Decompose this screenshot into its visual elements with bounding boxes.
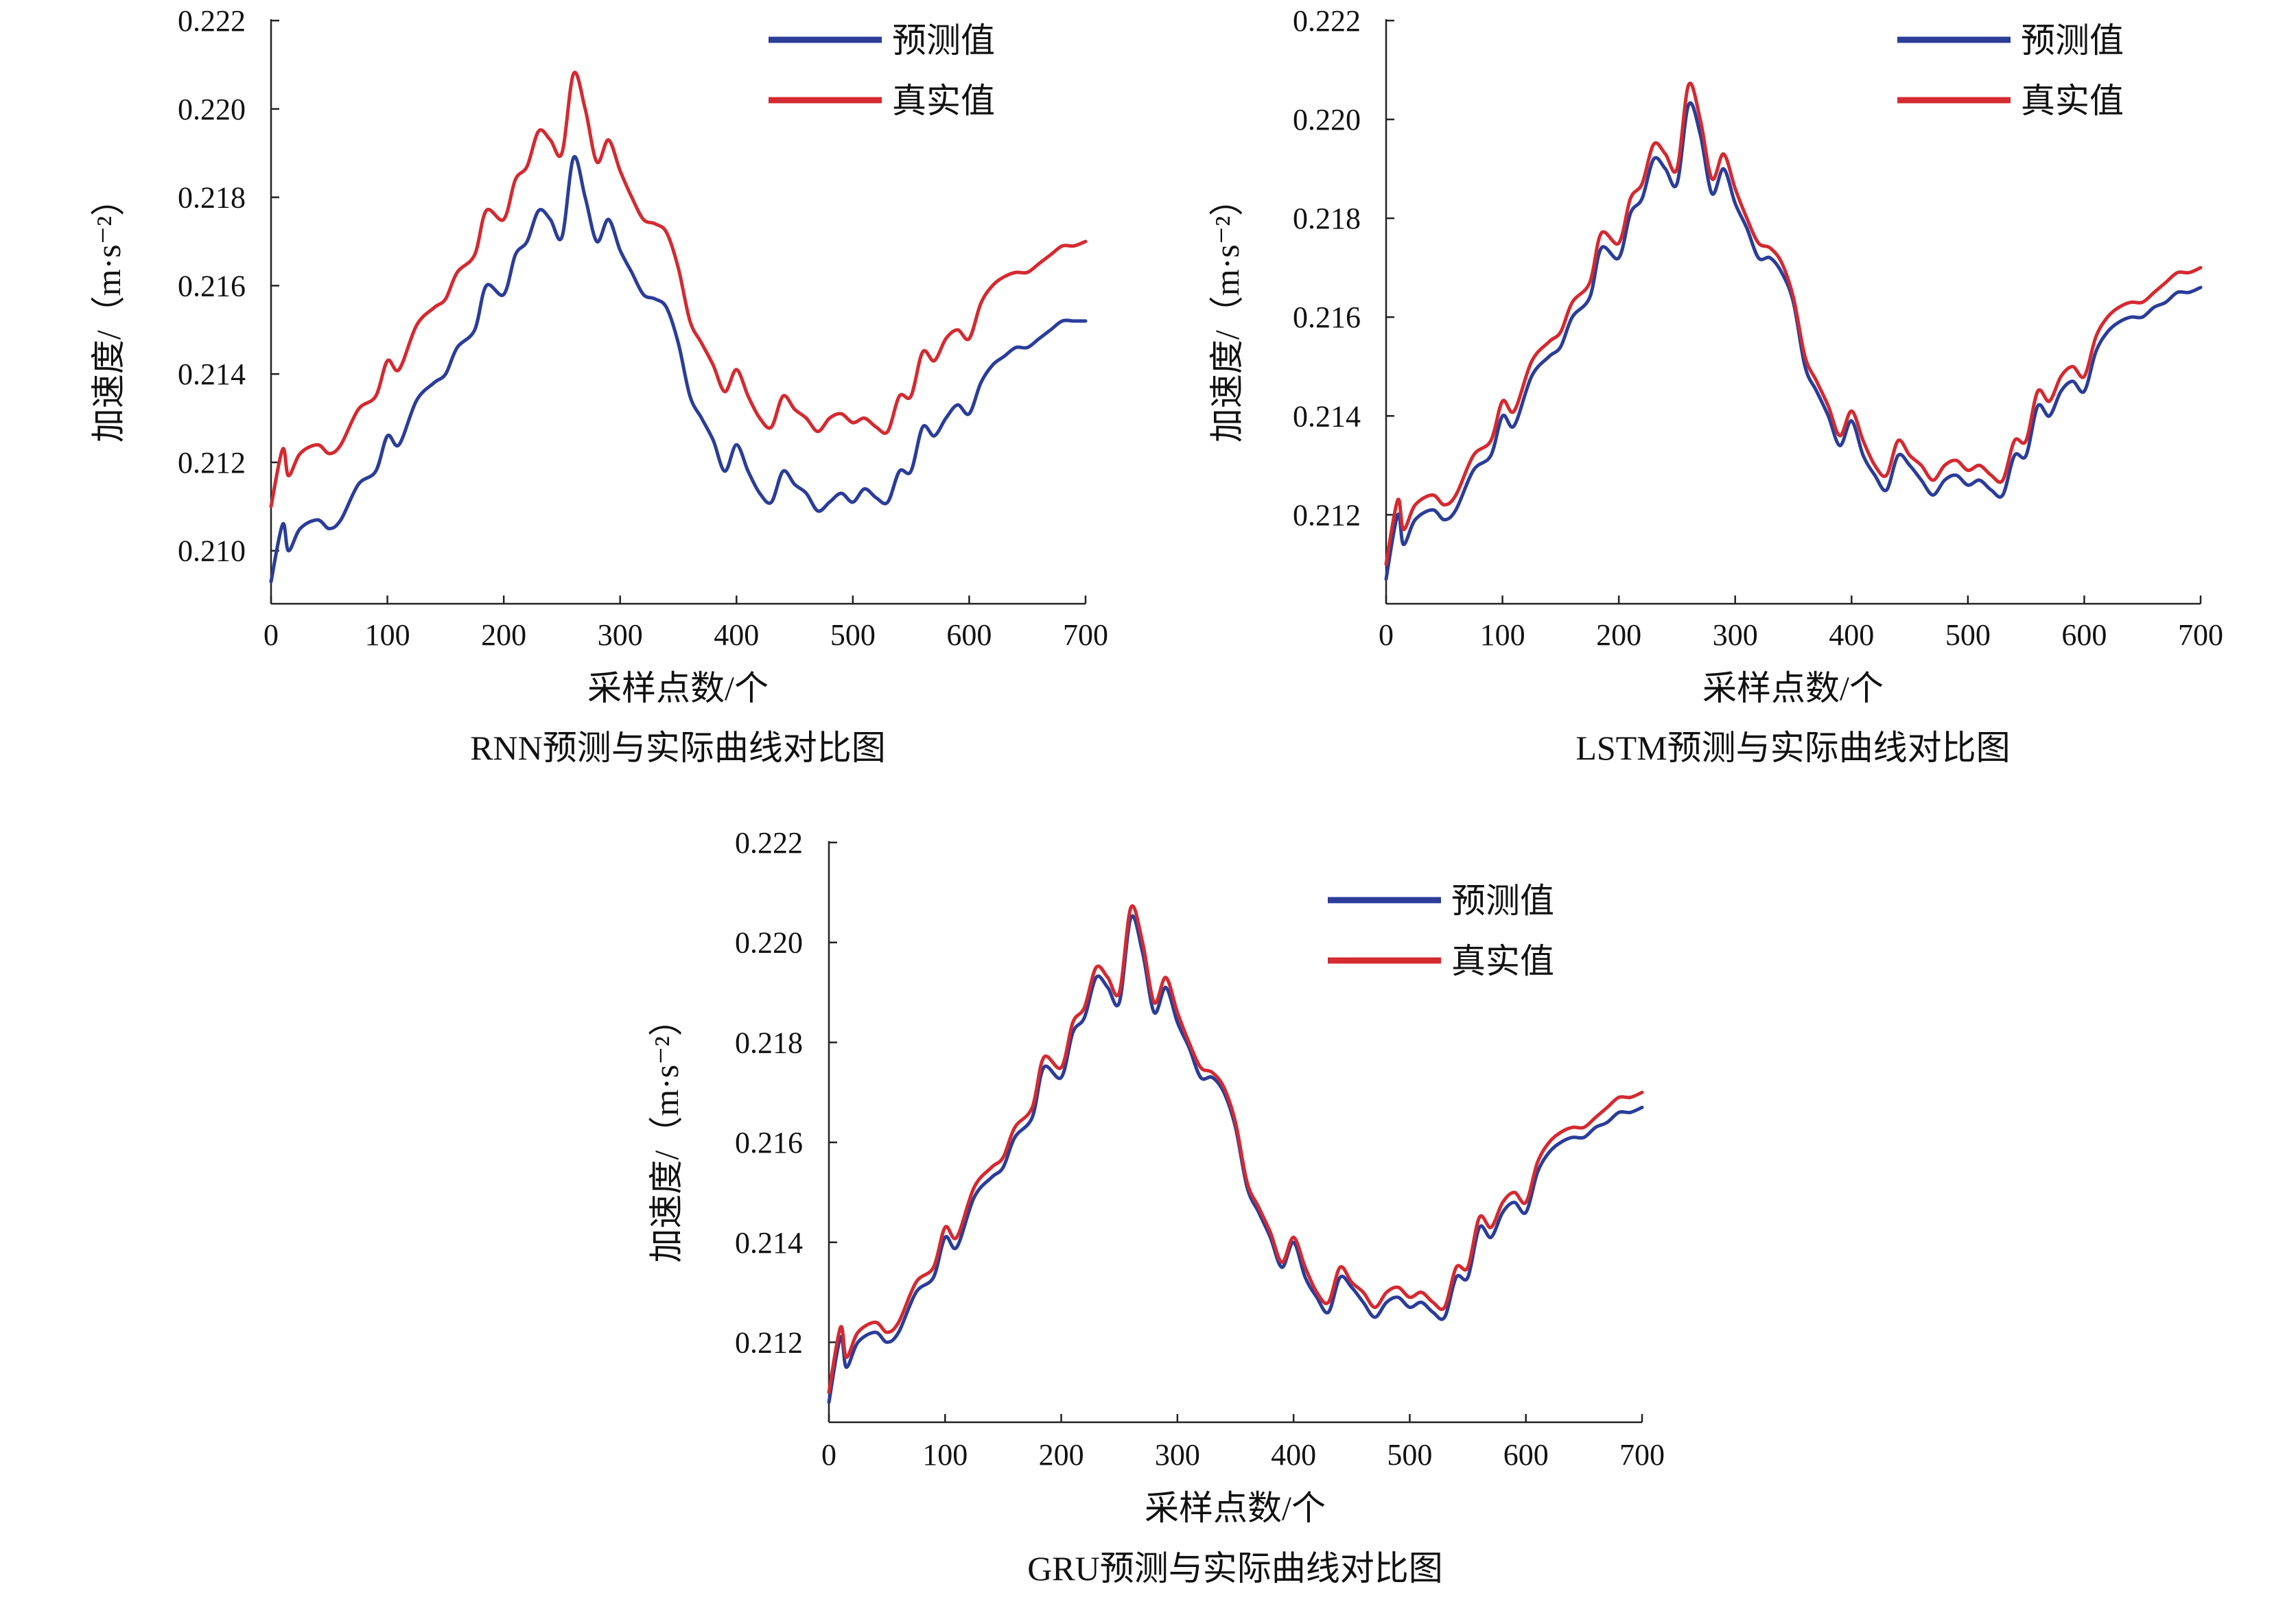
- y-tick-label: 0.210: [178, 534, 246, 568]
- y-tick-label: 0.214: [178, 357, 246, 391]
- x-tick-label: 300: [1713, 618, 1758, 652]
- legend-label-predicted: 预测值: [892, 21, 995, 60]
- x-tick-label: 300: [598, 618, 643, 652]
- y-tick-label: 0.218: [1293, 202, 1361, 235]
- y-tick-label: 0.218: [178, 181, 246, 215]
- series-line-actual: [1384, 81, 2203, 566]
- legend-label-actual: 真实值: [1451, 942, 1554, 980]
- chart-panel-2: 0 100 200 300 400 500 600 700 0.212 0.214 0.216 0.2…: [647, 826, 1665, 1588]
- x-tick-label: 700: [1063, 618, 1108, 652]
- chart-caption: LSTM预测与实际曲线对比图: [1575, 729, 2010, 767]
- x-tick-label: 600: [2061, 618, 2107, 652]
- x-tick-label: 600: [1503, 1438, 1549, 1472]
- x-tick-label: 400: [1829, 618, 1874, 652]
- chart-panel-0: 0 100 200 300 400 500 600 700 0.210 0.212 0.214 0.2…: [89, 4, 1108, 767]
- series-line-predicted: [827, 914, 1644, 1404]
- y-tick-label: 0.216: [178, 269, 246, 303]
- y-tick-label: 0.214: [735, 1226, 803, 1260]
- x-tick-label: 300: [1155, 1438, 1200, 1472]
- x-tick-label: 400: [714, 618, 759, 652]
- y-tick-label: 0.220: [735, 926, 803, 960]
- x-tick-label: 0: [821, 1438, 836, 1472]
- chart-caption: GRU预测与实际曲线对比图: [1027, 1549, 1443, 1588]
- legend-label-actual: 真实值: [2021, 82, 2124, 120]
- y-axis-title: 加速度/（m·s⁻²）: [89, 182, 128, 443]
- y-tick-label: 0.212: [178, 446, 246, 480]
- chart-panel-1: 0 100 200 300 400 500 600 700 0.212 0.214 0.216 0.2…: [1208, 4, 2223, 767]
- x-tick-label: 0: [1379, 618, 1394, 652]
- x-tick-label: 500: [1387, 1438, 1432, 1472]
- x-tick-label: 100: [922, 1438, 968, 1472]
- y-axis-title: 加速度/（m·s⁻²）: [1208, 182, 1246, 443]
- x-tick-label: 200: [1596, 618, 1641, 652]
- x-axis-title: 采样点数/个: [587, 669, 769, 707]
- x-axis-title: 采样点数/个: [1145, 1489, 1326, 1527]
- x-tick-label: 100: [365, 618, 410, 652]
- legend-label-predicted: 预测值: [2021, 21, 2124, 60]
- y-tick-label: 0.222: [1293, 4, 1361, 38]
- y-tick-label: 0.216: [1293, 301, 1361, 334]
- x-tick-label: 200: [481, 618, 526, 652]
- y-tick-label: 0.214: [1293, 399, 1361, 433]
- x-tick-label: 700: [2178, 618, 2223, 652]
- x-tick-label: 100: [1480, 618, 1525, 652]
- y-tick-label: 0.218: [735, 1026, 803, 1059]
- series-line-predicted: [1384, 101, 2203, 581]
- y-axis-title: 加速度/（m·s⁻²）: [647, 1002, 686, 1262]
- x-tick-label: 700: [1619, 1438, 1665, 1472]
- y-tick-label: 0.212: [1293, 498, 1361, 532]
- legend-label-predicted: 预测值: [1451, 882, 1554, 920]
- series-line-actual: [827, 904, 1644, 1394]
- x-tick-label: 200: [1039, 1438, 1084, 1472]
- y-tick-label: 0.222: [735, 826, 803, 860]
- x-tick-label: 500: [830, 618, 876, 652]
- x-tick-label: 600: [946, 618, 992, 652]
- y-tick-label: 0.216: [735, 1126, 803, 1159]
- y-tick-label: 0.220: [1293, 103, 1361, 137]
- x-tick-label: 0: [263, 618, 279, 652]
- legend-label-actual: 真实值: [892, 82, 995, 120]
- series-line-predicted: [269, 154, 1088, 584]
- y-tick-label: 0.220: [178, 93, 246, 126]
- series-line-actual: [269, 71, 1088, 508]
- y-tick-label: 0.222: [178, 4, 246, 38]
- x-tick-label: 500: [1945, 618, 1991, 652]
- x-axis-title: 采样点数/个: [1702, 669, 1884, 707]
- y-tick-label: 0.212: [735, 1326, 803, 1359]
- chart-caption: RNN预测与实际曲线对比图: [470, 729, 886, 767]
- x-tick-label: 400: [1271, 1438, 1316, 1472]
